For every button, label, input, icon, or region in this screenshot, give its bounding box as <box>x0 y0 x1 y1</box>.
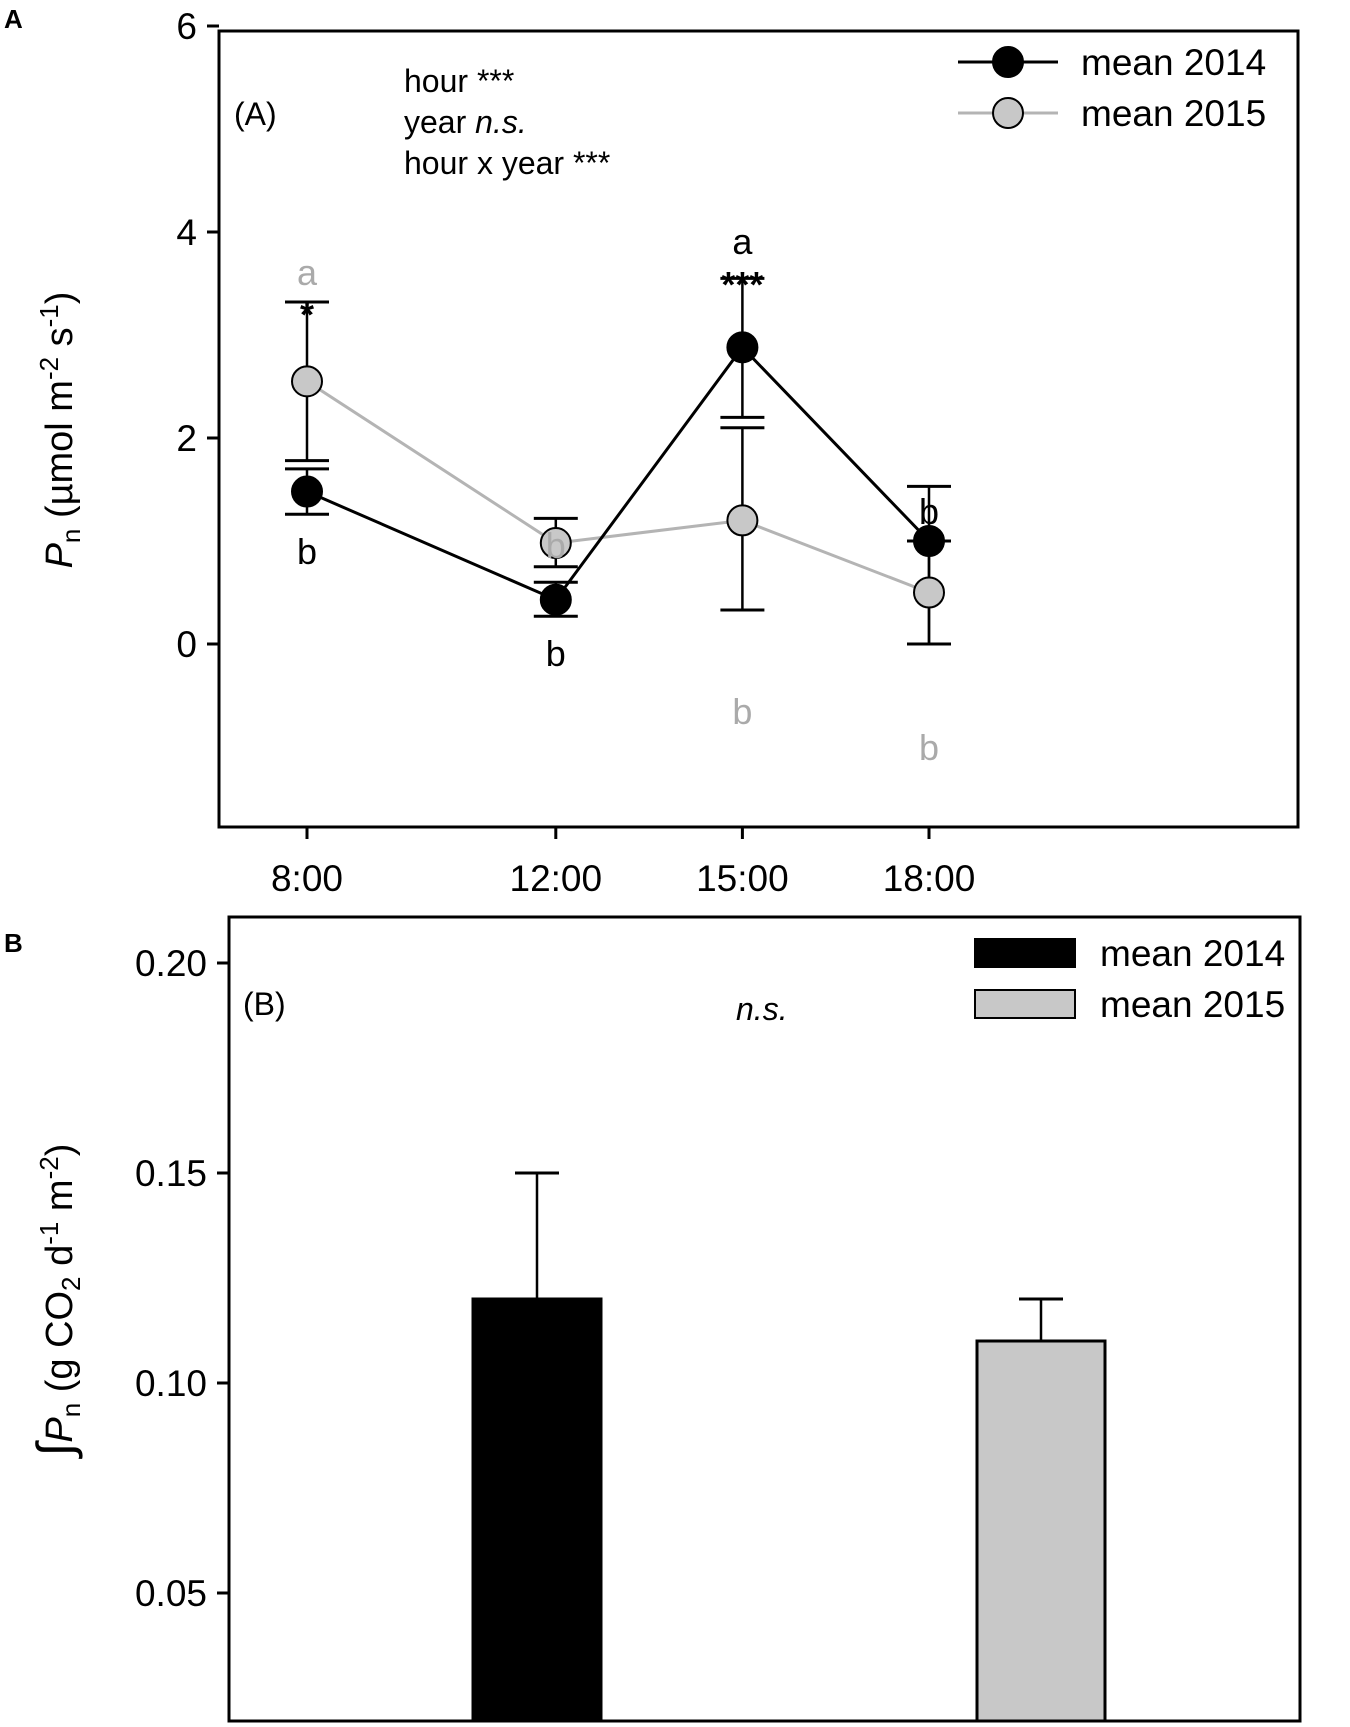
group-letter: b <box>919 727 939 768</box>
y-tick-label: 0.05 <box>135 1573 207 1614</box>
panel-a-stats: hour *** year n.s. hour x year *** <box>404 63 610 181</box>
significance-stars: *** <box>721 264 763 305</box>
group-letter: b <box>732 691 752 732</box>
legend-marker-2015 <box>992 97 1024 129</box>
panel-a-label: (A) <box>234 96 277 132</box>
y-tick-label: 0.10 <box>135 1363 207 1404</box>
legend-swatch-2014 <box>974 938 1076 968</box>
panel-a-x-axis: 8:00 12:00 15:00 18:00 <box>271 827 975 899</box>
y-tick-label: 0.15 <box>135 1153 207 1194</box>
panel-b-y-axis: 0.05 0.10 0.15 0.20 <box>135 943 229 1614</box>
x-tick-label: 15:00 <box>696 858 789 899</box>
x-tick-label: 12:00 <box>510 858 603 899</box>
y-tick-label: 0.20 <box>135 943 207 984</box>
panel-b-frame <box>227 915 1302 1723</box>
y-tick-label: 4 <box>176 212 197 253</box>
legend-label-2015: mean 2015 <box>1081 93 1266 134</box>
x-tick-label: 18:00 <box>883 858 976 899</box>
legend-bar-label-2014: mean 2014 <box>1100 933 1285 974</box>
panel-b-label: (B) <box>243 986 286 1022</box>
bar-mean-2015 <box>975 1339 1107 1723</box>
significance-stars: * <box>300 294 314 335</box>
data-point <box>291 365 323 398</box>
stats-line-hour: hour *** <box>404 63 514 99</box>
legend-swatch-2015 <box>974 989 1076 1019</box>
data-point <box>539 527 572 560</box>
stats-line-year: year n.s. <box>404 104 527 140</box>
data-point <box>539 583 572 616</box>
legend-label-2014: mean 2014 <box>1081 42 1266 83</box>
data-point <box>913 576 945 609</box>
y-tick-label: 2 <box>176 418 197 459</box>
group-letter: b <box>297 531 317 572</box>
panel-a-letter: A <box>4 4 23 34</box>
bar-mean-2014 <box>471 1297 603 1723</box>
group-letter: a <box>297 252 318 293</box>
data-point <box>726 331 759 364</box>
panel-a-y-label: Pn (µmol m-2 s-1) <box>34 292 86 569</box>
group-letter: b <box>546 525 566 566</box>
panel-a-legend: mean 2014 mean 2015 <box>958 42 1266 134</box>
panel-b-annotation: n.s. <box>736 991 788 1027</box>
panel-a-y-axis: 0 2 4 6 <box>176 6 219 665</box>
legend-marker-2014 <box>992 46 1024 78</box>
data-point <box>913 525 945 557</box>
data-point <box>291 475 323 508</box>
y-tick-label: 6 <box>176 6 197 47</box>
group-letter: a <box>732 221 753 262</box>
series-line-mean-2014 <box>306 345 931 602</box>
y-tick-label: 0 <box>176 624 197 665</box>
group-letter: b <box>919 491 939 532</box>
panel-b-legend: mean 2014 mean 2015 <box>974 933 1285 1025</box>
group-letter: b <box>546 633 566 674</box>
x-tick-label: 8:00 <box>271 858 343 899</box>
panel-b-plot <box>471 1171 1107 1723</box>
panel-a-frame <box>217 29 1300 829</box>
series-line-mean-2015 <box>306 380 930 594</box>
panel-b-letter: B <box>4 928 23 958</box>
legend-bar-label-2015: mean 2015 <box>1100 984 1285 1025</box>
panel-b-y-label: ∫Pn (g CO2 d-1 m-2) <box>27 1144 86 1460</box>
data-point <box>726 504 759 537</box>
stats-line-interaction: hour x year *** <box>404 145 610 181</box>
